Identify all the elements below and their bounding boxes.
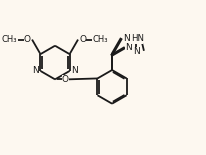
Text: HN: HN bbox=[131, 34, 144, 43]
Text: CH₃: CH₃ bbox=[2, 35, 17, 44]
Text: O: O bbox=[24, 35, 31, 44]
Text: HN: HN bbox=[130, 35, 143, 44]
Text: O: O bbox=[79, 35, 86, 44]
Text: O: O bbox=[62, 75, 69, 84]
Text: CH₃: CH₃ bbox=[93, 35, 108, 44]
Text: N: N bbox=[71, 66, 77, 75]
Text: N: N bbox=[133, 47, 140, 56]
Text: N: N bbox=[33, 66, 39, 75]
Text: N: N bbox=[125, 43, 132, 52]
Text: N: N bbox=[123, 34, 130, 43]
